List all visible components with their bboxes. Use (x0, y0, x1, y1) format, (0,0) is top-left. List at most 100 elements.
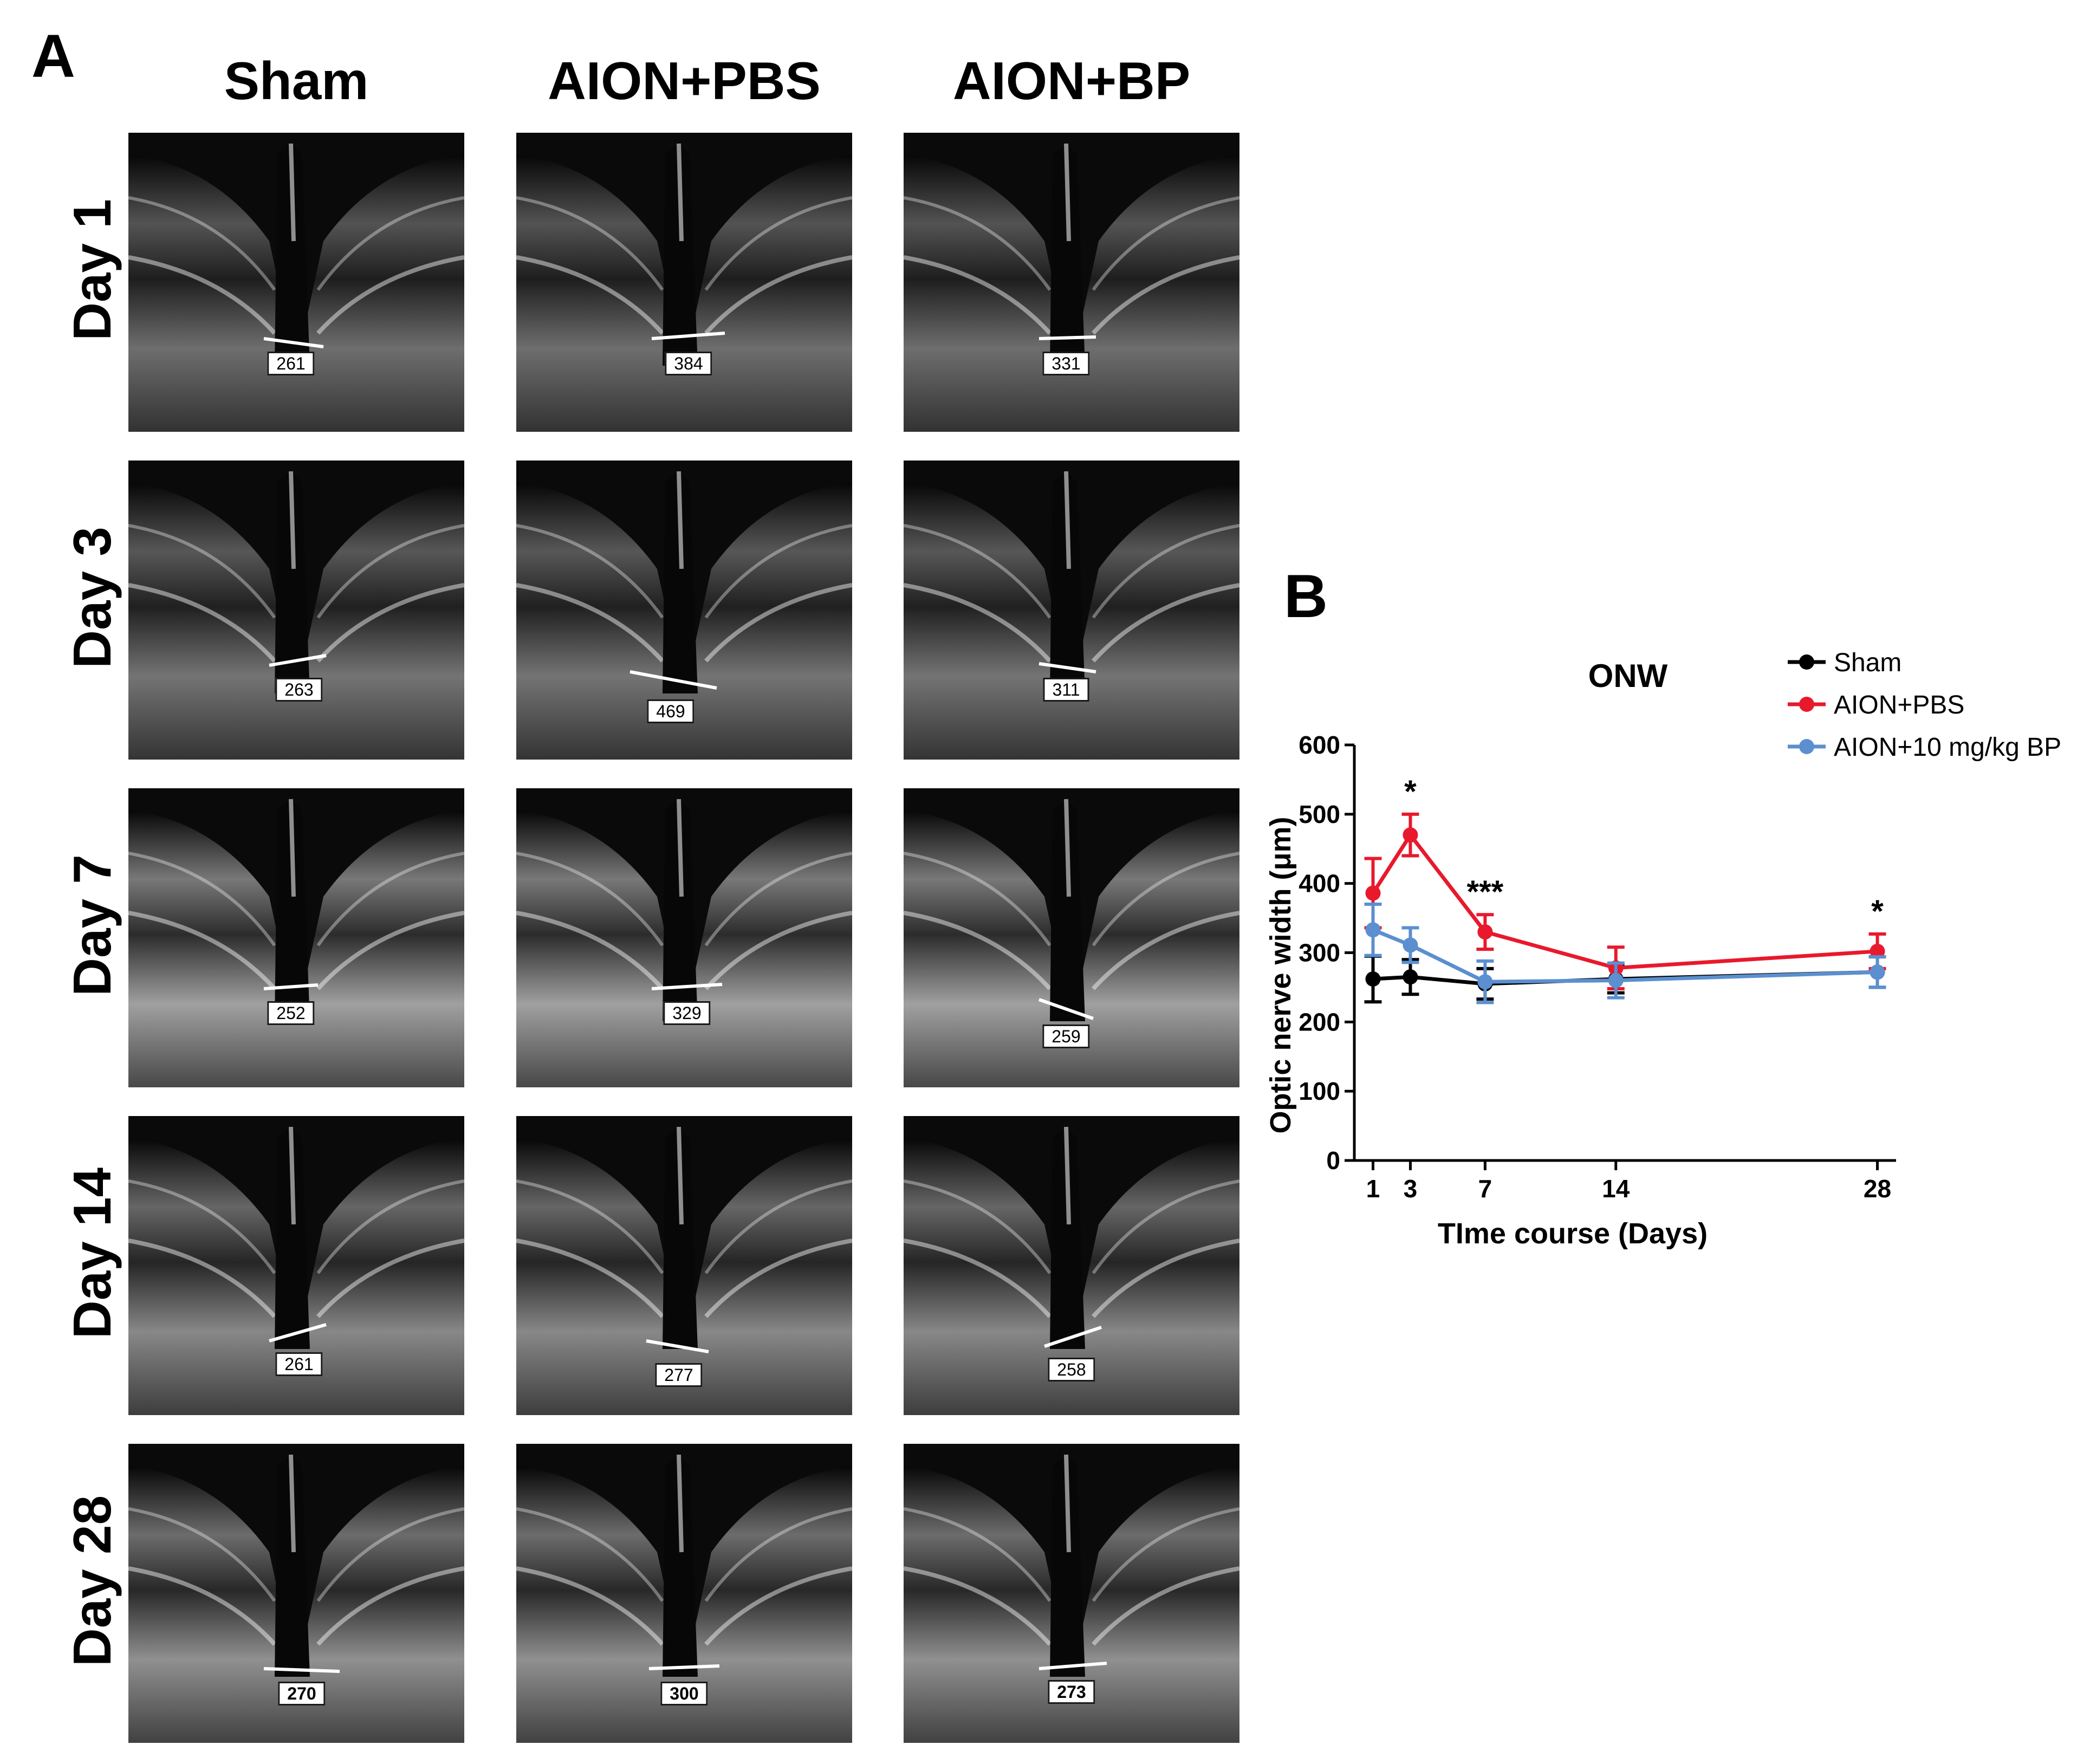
legend-label: AION+10 mg/kg BP (1834, 733, 2061, 762)
data-point (1365, 885, 1381, 901)
row-label-day-14: Day 14 (62, 1168, 122, 1339)
data-point (1477, 924, 1493, 940)
x-tick-label: 28 (1864, 1175, 1891, 1203)
x-tick-label: 1 (1366, 1175, 1380, 1203)
significance-marker: *** (1467, 874, 1504, 910)
measurement-line (263, 337, 324, 348)
measurement-value: 270 (278, 1682, 326, 1705)
legend-item: AION+10 mg/kg BP (1788, 733, 2061, 762)
oct-image-aion-bp-day-1: 331 (904, 133, 1239, 432)
data-point (1365, 971, 1381, 987)
legend-item: Sham (1788, 648, 1901, 677)
oct-image-aion-bp-day-3: 311 (904, 461, 1239, 760)
oct-image-aion-pbs-day-3: 469 (516, 461, 852, 760)
measurement-line (1044, 1326, 1102, 1348)
measurement-line (648, 1664, 720, 1670)
measurement-line (651, 983, 723, 990)
oct-image-aion-bp-day-14: 258 (904, 1116, 1239, 1415)
measurement-value: 329 (663, 1001, 711, 1025)
data-point (1403, 937, 1418, 953)
measurement-value: 384 (665, 352, 712, 375)
legend-label: Sham (1834, 648, 1901, 677)
legend-swatch-marker (1799, 654, 1814, 670)
y-tick-label: 0 (1326, 1146, 1340, 1175)
row-label-day-3: Day 3 (62, 527, 122, 669)
measurement-value: 277 (655, 1363, 703, 1387)
oct-image-sham-day-7: 252 (128, 788, 464, 1087)
x-tick-label: 14 (1602, 1175, 1630, 1203)
measurement-value: 311 (1043, 678, 1089, 702)
measurement-value: 331 (1042, 352, 1090, 375)
data-point (1477, 974, 1493, 990)
legend-swatch-marker (1799, 739, 1814, 754)
oct-image-aion-pbs-day-1: 384 (516, 133, 852, 432)
oct-image-sham-day-14: 261 (128, 1116, 464, 1415)
measurement-line (269, 1323, 327, 1343)
data-point (1365, 922, 1381, 938)
oct-image-aion-bp-day-28: 273 (904, 1444, 1239, 1743)
column-header-sham: Sham (224, 51, 369, 111)
measurement-value: 261 (275, 1352, 323, 1376)
measurement-line (263, 983, 319, 990)
measurement-line (1038, 335, 1096, 340)
data-point (1403, 969, 1418, 985)
y-tick-label: 500 (1299, 800, 1340, 828)
measurement-line (1038, 998, 1094, 1020)
data-point (1608, 972, 1624, 988)
series-aion-10-mg-kg-bp (1364, 903, 1886, 1004)
significance-marker: * (1404, 774, 1417, 809)
chart-annotations: ***** (1404, 774, 1884, 929)
legend-swatch-marker (1799, 697, 1814, 712)
panel-a-label: A (31, 22, 75, 90)
measurement-value: 263 (275, 678, 323, 702)
measurement-value: 259 (1042, 1024, 1090, 1048)
y-tick-label: 100 (1299, 1077, 1340, 1105)
significance-marker: * (1871, 894, 1884, 929)
measurement-value: 273 (1048, 1680, 1095, 1704)
x-axis-label: TIme course (Days) (1438, 1217, 1708, 1250)
measurement-line (651, 332, 725, 340)
oct-image-sham-day-28: 270 (128, 1444, 464, 1743)
optic-nerve-width-chart: ONW Optic nerve width (μm) TIme course (… (1264, 648, 2061, 1250)
x-tick-label: 3 (1404, 1175, 1418, 1203)
measurement-line (269, 654, 327, 667)
measurement-value: 300 (660, 1682, 708, 1705)
chart-series-layer (1364, 812, 1886, 1004)
y-tick-label: 400 (1299, 870, 1340, 898)
measurement-value: 469 (647, 699, 694, 723)
column-header-aion-pbs: AION+PBS (548, 51, 821, 111)
y-axis-label: Optic nerve width (μm) (1264, 816, 1297, 1133)
measurement-value: 261 (267, 352, 315, 375)
measurement-line (629, 670, 717, 690)
x-tick-label: 7 (1478, 1175, 1492, 1203)
row-label-day-7: Day 7 (62, 854, 122, 996)
measurement-line (263, 1667, 340, 1673)
row-label-day-28: Day 28 (62, 1495, 122, 1667)
chart-axes: 0 100 200 300 400 500 600 1 3 7 14 28 (1299, 731, 1896, 1203)
y-tick-label: 300 (1299, 939, 1340, 967)
measurement-line (1038, 662, 1096, 673)
panel-b-label: B (1284, 562, 1328, 630)
series-line (1371, 832, 1878, 970)
y-tick-label: 600 (1299, 731, 1340, 759)
data-point (1870, 964, 1885, 980)
oct-image-sham-day-3: 263 (128, 461, 464, 760)
chart-title: ONW (1588, 658, 1668, 694)
chart-legend: Sham AION+PBS AION+10 mg/kg BP (1788, 648, 2061, 762)
oct-image-sham-day-1: 261 (128, 133, 464, 432)
measurement-value: 258 (1048, 1358, 1095, 1382)
measurement-line (646, 1339, 709, 1353)
oct-image-aion-bp-day-7: 259 (904, 788, 1239, 1087)
y-tick-label: 200 (1299, 1008, 1340, 1036)
column-header-aion-bp: AION+BP (952, 51, 1191, 111)
data-point (1403, 827, 1418, 843)
oct-image-aion-pbs-day-14: 277 (516, 1116, 852, 1415)
legend-item: AION+PBS (1788, 691, 1964, 719)
data-point (1870, 943, 1885, 959)
measurement-line (1038, 1662, 1107, 1670)
oct-image-aion-pbs-day-7: 329 (516, 788, 852, 1087)
legend-label: AION+PBS (1834, 691, 1964, 719)
measurement-value: 252 (267, 1001, 315, 1025)
row-label-day-1: Day 1 (62, 199, 122, 341)
oct-image-aion-pbs-day-28: 300 (516, 1444, 852, 1743)
